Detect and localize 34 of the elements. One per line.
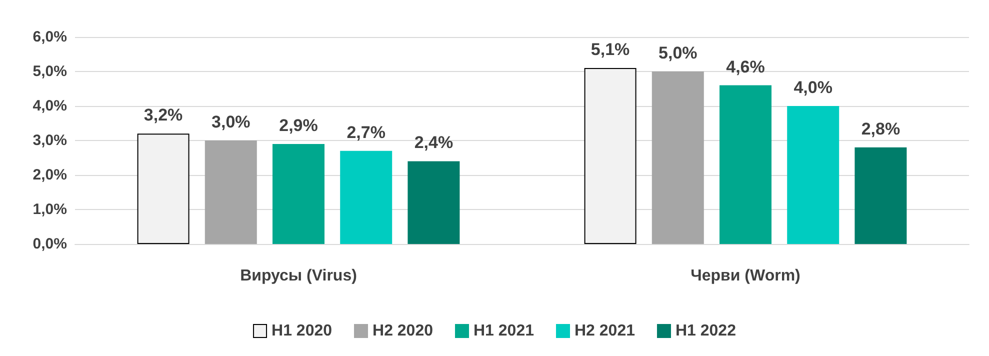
x-tick-label: Вирусы (Virus): [240, 268, 357, 284]
data-label: 4,0%: [794, 78, 832, 97]
bar: [854, 147, 907, 244]
bar: [408, 161, 460, 244]
data-label: 2,4%: [414, 133, 454, 152]
y-tick-label: 1,0%: [32, 201, 67, 218]
data-label: 3,0%: [212, 112, 250, 132]
x-tick-label: Черви (Worm): [690, 268, 800, 284]
data-label: 5,1%: [590, 40, 630, 60]
data-label: 2,9%: [279, 116, 318, 135]
legend-label: H2 2021: [574, 322, 636, 340]
bar: [137, 134, 190, 244]
y-tick-label: 5,0%: [32, 63, 67, 80]
y-tick-label: 2,0%: [32, 166, 67, 184]
legend-label: H1 2022: [675, 322, 736, 340]
y-tick-label: 0,0%: [32, 236, 67, 252]
y-tick-label: 4,0%: [32, 98, 67, 114]
legend-label: H1 2021: [474, 322, 534, 340]
legend-label: H1 2020: [272, 322, 332, 340]
data-label: 4,6%: [726, 57, 765, 76]
bar: [652, 72, 704, 244]
data-label: 5,0%: [658, 44, 698, 62]
bar: [584, 68, 636, 244]
y-tick-label: 6,0%: [32, 28, 67, 46]
data-label: 2,7%: [346, 122, 386, 142]
data-label: 3,2%: [144, 106, 183, 125]
bar: [340, 150, 392, 244]
bar: [787, 106, 840, 244]
bar: [204, 140, 257, 244]
data-label: 2,8%: [861, 119, 900, 138]
y-tick-label: 3,0%: [32, 132, 67, 149]
legend-label: H2 2020: [372, 322, 434, 340]
bar: [720, 85, 772, 244]
bar: [272, 144, 324, 244]
